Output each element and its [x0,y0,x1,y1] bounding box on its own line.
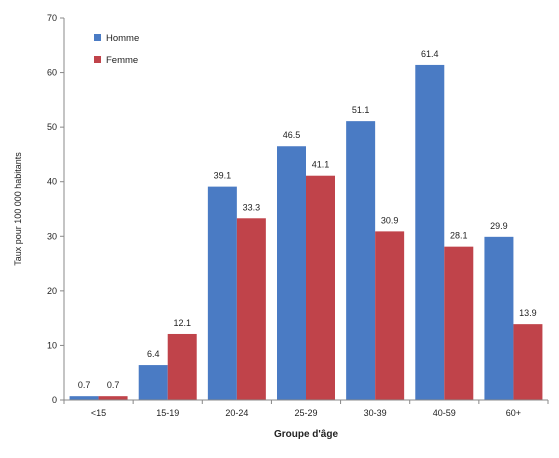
y-axis-title: Taux pour 100 000 habitants [13,152,23,266]
y-tick-label: 50 [47,122,57,132]
data-label-homme-15-19: 6.4 [147,349,160,359]
bar-homme-20-24 [207,186,237,400]
x-tick-label: 15-19 [156,408,179,418]
bar-homme-15-19 [138,365,168,400]
bar-homme-40-59 [415,64,445,400]
legend: Homme Femme [94,33,139,66]
bar-homme-30-39 [346,121,376,400]
data-label-femme-15: 0.7 [107,380,120,390]
y-tick-label: 0 [52,395,57,405]
y-tick-label: 10 [47,340,57,350]
x-axis-ticks: <15 15-19 20-24 25-29 30-39 40-59 60+ [63,400,549,418]
bar-femme-25-29 [306,175,335,400]
x-tick-label: <15 [91,408,106,418]
y-tick-label: 30 [47,231,57,241]
y-tick-label: 20 [47,286,57,296]
x-tick-label: 25-29 [294,408,317,418]
x-tick-label: 40-59 [433,408,456,418]
data-label-femme-15-19: 12.1 [173,318,191,328]
legend-label-femme: Femme [106,55,138,66]
bar-homme-60 [484,236,514,400]
bar-femme-30-39 [375,231,405,400]
bar-femme-15-19 [167,333,197,400]
legend-swatch-homme [94,34,101,41]
data-label-homme-15: 0.7 [78,380,91,390]
data-label-femme-30-39: 30.9 [381,215,399,225]
x-tick-label: 30-39 [364,408,387,418]
bar-femme-60 [513,324,543,400]
legend-label-homme: Homme [106,33,139,44]
bar-homme-15 [69,396,99,400]
data-label-femme-40-59: 28.1 [450,231,468,241]
data-label-femme-20-24: 33.3 [243,202,261,212]
bar-femme-15 [98,396,128,400]
x-tick-label: 20-24 [225,408,248,418]
data-label-femme-25-29: 41.1 [312,160,330,170]
bar-femme-40-59 [444,246,474,400]
bars [69,64,543,400]
x-axis-title: Groupe d'âge [274,429,338,440]
legend-swatch-femme [94,56,101,63]
data-label-homme-60: 29.9 [490,221,508,231]
y-tick-label: 70 [47,13,57,23]
y-tick-label: 40 [47,177,57,187]
data-label-homme-30-39: 51.1 [352,105,370,115]
data-labels: 0.7 0.7 6.4 12.1 39.1 33.3 46.5 41.1 51.1 30.9 61.… [78,49,537,390]
bar-femme-20-24 [236,218,266,400]
bar-homme-25-29 [277,146,306,400]
y-tick-label: 60 [47,68,57,78]
y-axis-ticks: 0 10 20 30 40 50 60 70 [47,13,64,405]
data-label-homme-40-59: 61.4 [421,49,439,59]
data-label-femme-60: 13.9 [519,308,537,318]
data-label-homme-20-24: 39.1 [214,171,232,181]
x-tick-label: 60+ [506,408,521,418]
data-label-homme-25-29: 46.5 [283,130,301,140]
